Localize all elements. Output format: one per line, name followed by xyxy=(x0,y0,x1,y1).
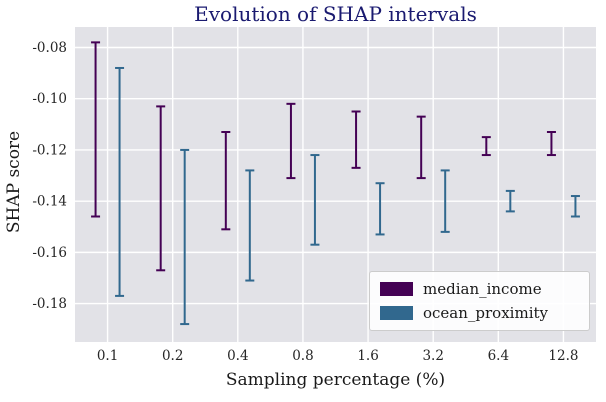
x-tick-label: 0.2 xyxy=(162,348,183,364)
legend-item-median-income: median_income xyxy=(370,280,589,298)
legend-swatch-median-income xyxy=(380,282,413,296)
legend: median_income ocean_proximity xyxy=(369,271,590,331)
legend-item-ocean-proximity: ocean_proximity xyxy=(370,304,589,322)
x-tick-label: 3.2 xyxy=(422,348,443,364)
y-tick-label: -0.18 xyxy=(32,296,67,312)
y-tick-label: -0.08 xyxy=(32,40,67,56)
x-tick-label: 0.4 xyxy=(227,348,248,364)
y-axis-label: SHAP score xyxy=(4,130,24,234)
x-tick-label: 1.6 xyxy=(357,348,378,364)
x-axis-label: Sampling percentage (%) xyxy=(225,370,446,390)
legend-label-ocean-proximity: ocean_proximity xyxy=(423,304,548,322)
chart-title: Evolution of SHAP intervals xyxy=(194,2,477,26)
legend-swatch-ocean-proximity xyxy=(380,306,413,320)
legend-label-median-income: median_income xyxy=(423,280,542,298)
x-tick-label: 6.4 xyxy=(488,348,509,364)
x-tick-label: 12.8 xyxy=(548,348,578,364)
y-tick-label: -0.10 xyxy=(32,91,67,107)
y-tick-label: -0.12 xyxy=(32,142,67,158)
x-tick-label: 0.8 xyxy=(292,348,313,364)
y-tick-label: -0.14 xyxy=(32,194,67,210)
y-tick-label: -0.16 xyxy=(32,245,67,261)
x-tick-label: 0.1 xyxy=(97,348,118,364)
